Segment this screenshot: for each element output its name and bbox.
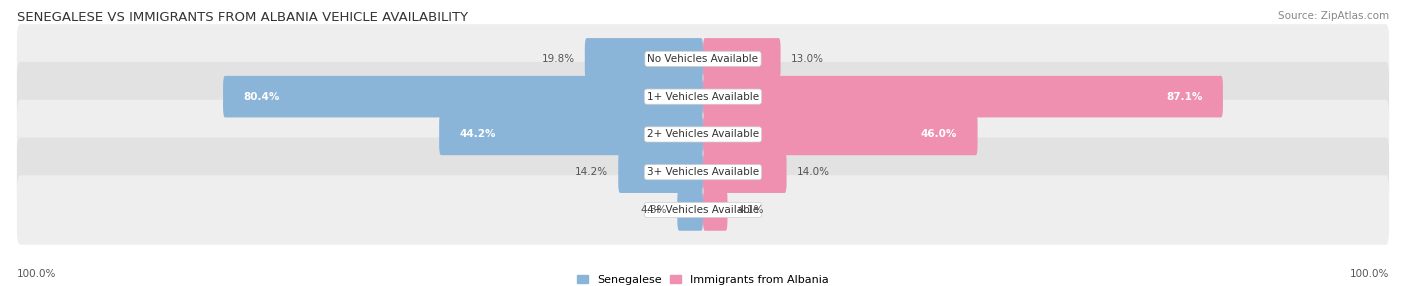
Text: 44.2%: 44.2% [460,130,496,139]
FancyBboxPatch shape [703,151,786,193]
FancyBboxPatch shape [17,175,1389,245]
Text: 3+ Vehicles Available: 3+ Vehicles Available [647,167,759,177]
FancyBboxPatch shape [703,76,1223,118]
Text: 100.0%: 100.0% [1350,269,1389,279]
FancyBboxPatch shape [703,38,780,80]
FancyBboxPatch shape [678,189,703,231]
Text: 80.4%: 80.4% [243,92,280,102]
FancyBboxPatch shape [585,38,703,80]
FancyBboxPatch shape [619,151,703,193]
Text: SENEGALESE VS IMMIGRANTS FROM ALBANIA VEHICLE AVAILABILITY: SENEGALESE VS IMMIGRANTS FROM ALBANIA VE… [17,11,468,24]
FancyBboxPatch shape [17,24,1389,94]
FancyBboxPatch shape [17,62,1389,131]
Text: 4.3%: 4.3% [641,205,666,215]
FancyBboxPatch shape [439,114,703,155]
Text: 1+ Vehicles Available: 1+ Vehicles Available [647,92,759,102]
Legend: Senegalese, Immigrants from Albania: Senegalese, Immigrants from Albania [576,275,830,285]
Text: 46.0%: 46.0% [921,130,957,139]
Text: 4+ Vehicles Available: 4+ Vehicles Available [647,205,759,215]
Text: No Vehicles Available: No Vehicles Available [648,54,758,64]
Text: 100.0%: 100.0% [17,269,56,279]
Text: 87.1%: 87.1% [1166,92,1202,102]
Text: 14.0%: 14.0% [797,167,830,177]
FancyBboxPatch shape [703,189,727,231]
Text: 13.0%: 13.0% [792,54,824,64]
FancyBboxPatch shape [17,138,1389,207]
FancyBboxPatch shape [224,76,703,118]
Text: Source: ZipAtlas.com: Source: ZipAtlas.com [1278,11,1389,21]
Text: 4.1%: 4.1% [738,205,765,215]
Text: 14.2%: 14.2% [575,167,607,177]
Text: 19.8%: 19.8% [541,54,575,64]
FancyBboxPatch shape [17,100,1389,169]
FancyBboxPatch shape [703,114,977,155]
Text: 2+ Vehicles Available: 2+ Vehicles Available [647,130,759,139]
